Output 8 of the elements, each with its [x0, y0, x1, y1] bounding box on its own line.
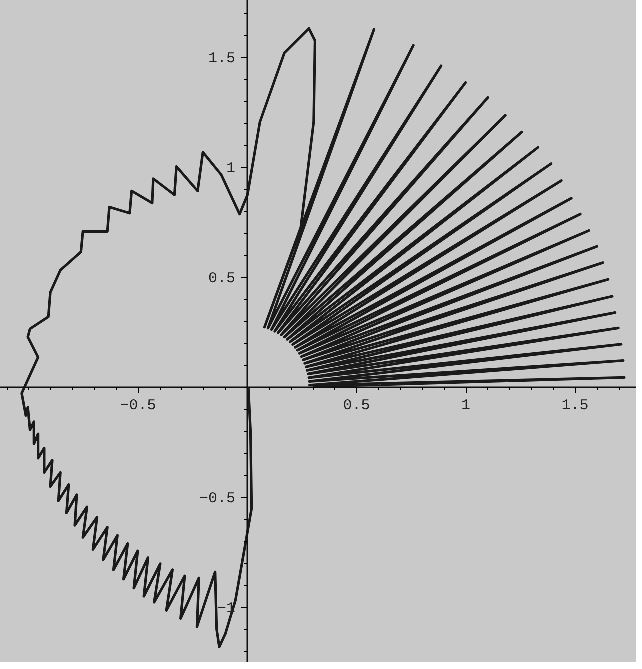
y-tick-label: −0.5: [199, 490, 236, 508]
y-tick-label: 1.5: [208, 50, 236, 68]
x-tick-label: 0.5: [343, 398, 370, 415]
x-tick-label: 1: [462, 398, 471, 415]
y-tick-label: 1: [226, 160, 236, 178]
y-tick-label: 0.5: [208, 270, 236, 288]
x-tick-label: 1.5: [562, 398, 589, 415]
x-tick-label: −0.5: [120, 398, 156, 415]
